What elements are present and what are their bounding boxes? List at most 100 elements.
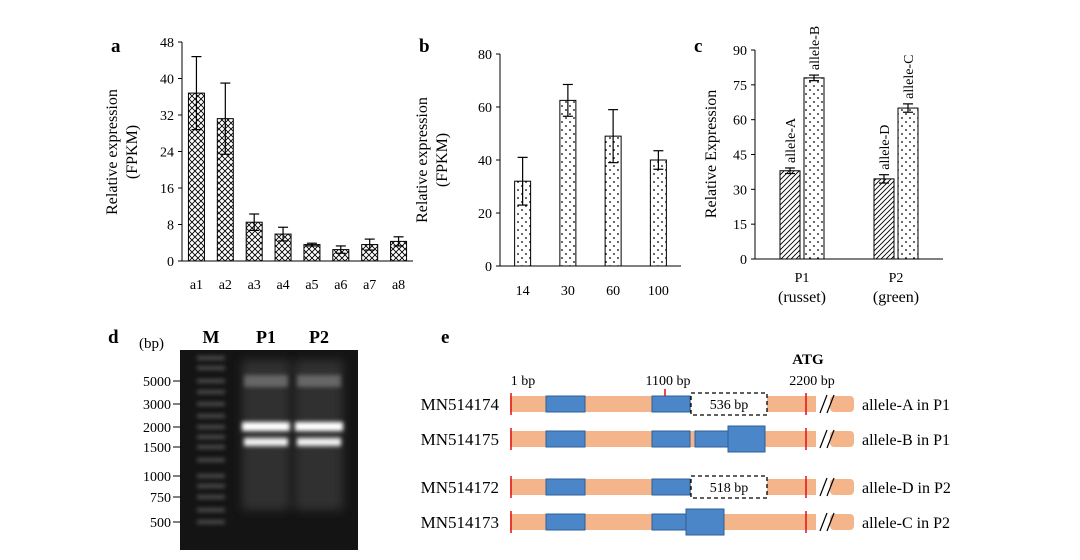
exon-2: [651, 513, 691, 531]
atg-label: ATG: [792, 352, 824, 368]
accession-label: MN514174: [421, 395, 500, 414]
data-label-allele-A: allele-A: [784, 117, 799, 163]
panel-d-gel: d (bp) M P1 P2 5000 3000 2000 1500 1000 750 50…: [108, 327, 358, 550]
panel-c-letter: c: [694, 36, 702, 57]
exon-3: [694, 430, 732, 448]
error-bar-100: [653, 150, 664, 170]
gel-ladder-band: [197, 414, 225, 418]
error-bar-a6: [335, 245, 346, 254]
x-tick-label: a4: [276, 278, 289, 293]
deletion-size-label: 536 bp: [710, 398, 749, 413]
gel-upper-band-p1: [244, 375, 288, 387]
deletion-box: [690, 392, 768, 416]
x-tick-label: a8: [392, 278, 405, 293]
panel-a-chart: a 0 8 16 24 32 40 48 Relative expression (FPKM) a…: [104, 36, 413, 293]
gel-marker-label: 3000: [143, 398, 171, 413]
gel-marker-label: 500: [150, 516, 171, 531]
break-mark-left: [819, 512, 828, 532]
break-mark-left: [819, 477, 828, 497]
x-tick-label: a7: [363, 278, 376, 293]
break-mark-right: [826, 394, 835, 414]
gel-band-1500-p2: [297, 438, 341, 446]
panel-b-chart: b 0 20 40 60 80 Relative expression (FPKM) 14 30…: [414, 36, 681, 299]
break-mark-right: [826, 477, 835, 497]
position-label-2200bp: 2200 bp: [789, 374, 835, 389]
bar-allele-D: [873, 178, 895, 260]
x-tick-label: 30: [561, 284, 575, 299]
gel-band-1500-p1: [244, 438, 288, 446]
gel-marker-label: 1500: [143, 441, 171, 456]
deletion-box: [690, 475, 768, 499]
exon-2: [651, 395, 691, 413]
exon-3: [685, 508, 725, 536]
exon-1: [545, 395, 586, 413]
y-tick-label: 8: [167, 219, 174, 234]
gel-ladder-band: [197, 474, 225, 478]
position-label-1bp: 1 bp: [511, 374, 536, 389]
gel-ladder-band: [197, 435, 225, 439]
y-tick-label: 20: [478, 207, 492, 222]
y-axis-title: Relative expression (FPKM): [414, 97, 451, 223]
gel-ladder-band: [197, 520, 225, 524]
y-tick-label: 16: [160, 182, 174, 197]
y-tick-label: 15: [733, 218, 747, 233]
bar-allele-A: [779, 170, 801, 260]
error-bar-allele-D: [879, 174, 889, 184]
exon-4: [727, 425, 766, 453]
allele-track: MN514173 allele-C in P2: [421, 508, 950, 536]
allele-label: allele-D in P2: [862, 480, 951, 497]
error-bar-a8: [393, 236, 404, 247]
y-tick-label: 45: [733, 149, 747, 164]
error-bar-60: [608, 109, 619, 164]
allele-track: MN514175 allele-B in P1: [421, 425, 950, 453]
x-tick-label: P1: [795, 271, 810, 286]
gel-marker-label: 5000: [143, 375, 171, 390]
y-axis-title-line: Relative expression: [414, 97, 431, 223]
error-bar-allele-A: [785, 167, 795, 175]
gene-bar-tail: [830, 479, 854, 495]
gel-marker-label: 1000: [143, 470, 171, 485]
error-bar-a3: [249, 213, 260, 232]
x-tick-sublabel: (green): [873, 289, 919, 306]
gel-upper-band-p2: [297, 375, 341, 387]
y-tick-label: 0: [485, 260, 492, 275]
y-tick-label: 48: [160, 36, 174, 51]
bar-allele-B: [803, 77, 825, 260]
gel-unit-label: (bp): [139, 336, 164, 352]
x-tick-label: a1: [190, 278, 203, 293]
y-tick-label: 90: [733, 44, 747, 59]
y-axis-title: Relative Expression: [703, 90, 720, 218]
gel-ladder-band: [197, 425, 225, 429]
accession-label: MN514173: [421, 513, 499, 532]
x-tick-label: P2: [889, 271, 904, 286]
error-bar-a7: [364, 238, 375, 251]
break-mark-right: [826, 429, 835, 449]
bar-100: [649, 159, 667, 267]
panel-b-letter: b: [419, 36, 430, 57]
y-tick-label: 0: [740, 253, 747, 268]
exon-2: [651, 430, 691, 448]
gene-bar-tail: [830, 514, 854, 530]
gel-ladder-band: [197, 356, 225, 360]
error-bar-a2: [220, 82, 231, 155]
x-tick-label: a5: [305, 278, 318, 293]
bar-30: [559, 99, 577, 267]
error-bar-30: [562, 83, 573, 117]
error-bar-allele-B: [809, 74, 819, 82]
exon-2: [651, 478, 691, 496]
exon-1: [545, 513, 586, 531]
panel-e-letter: e: [441, 327, 449, 348]
gene-bar-tail: [830, 396, 854, 412]
y-tick-label: 80: [478, 48, 492, 63]
allele-label: allele-A in P1: [862, 397, 950, 414]
error-bar-a5: [306, 242, 317, 247]
y-tick-label: 32: [160, 109, 174, 124]
deletion-size-label: 518 bp: [710, 481, 749, 496]
lane-label-p2: P2: [309, 327, 329, 347]
y-tick-label: 40: [160, 73, 174, 88]
data-label-allele-B: allele-B: [808, 26, 823, 70]
break-mark-right: [826, 512, 835, 532]
y-axis-title-line: (FPKM): [434, 133, 451, 187]
gel-ladder-band: [197, 508, 225, 512]
